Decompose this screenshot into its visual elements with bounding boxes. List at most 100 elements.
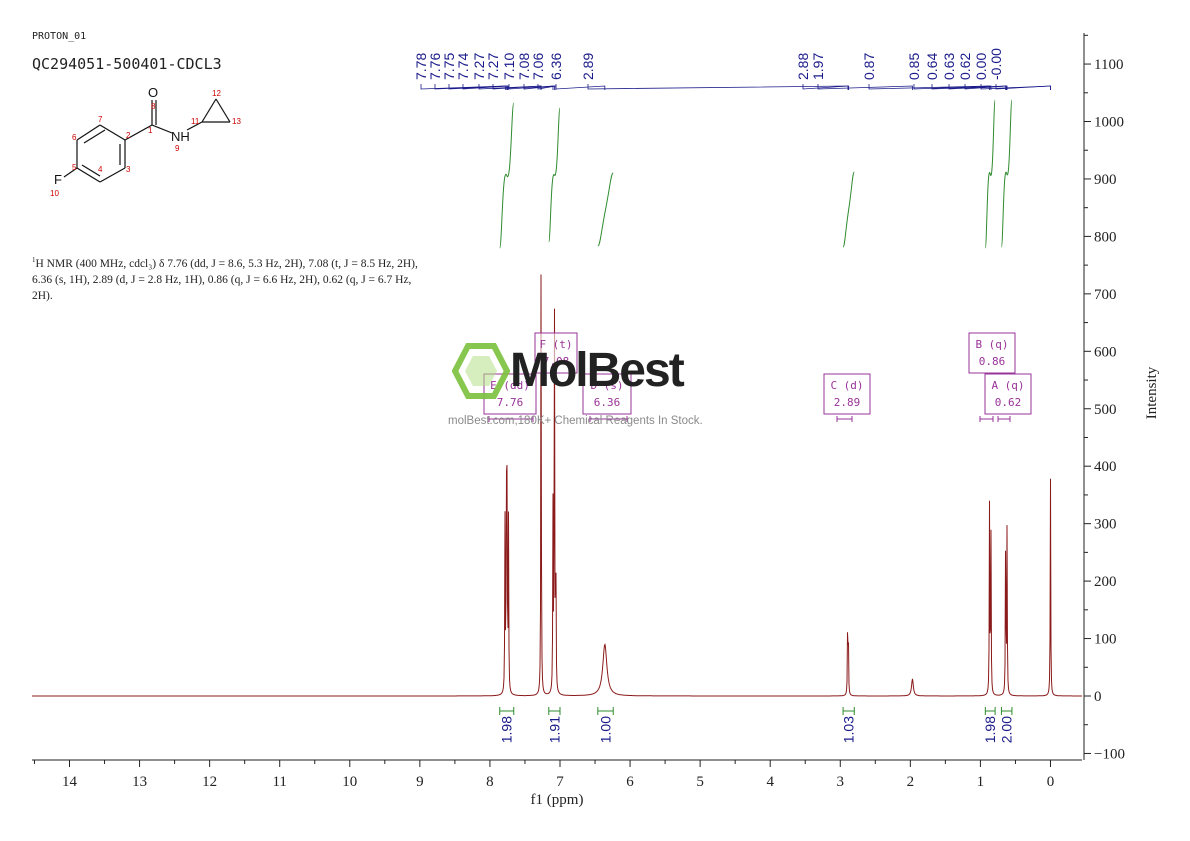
peak-label-leader (508, 84, 554, 90)
multiplet-label: F (t) (539, 338, 572, 351)
y-tick-label: 300 (1094, 517, 1117, 533)
integral-curve (842, 171, 855, 248)
peak-label: 2.88 (795, 53, 811, 80)
peak-label-leader (523, 84, 555, 90)
multiplet-shift: 2.89 (834, 396, 861, 409)
peak-label: 0.62 (957, 53, 973, 80)
multiplet-shift: 0.86 (979, 355, 1006, 368)
x-tick-label: 6 (626, 774, 634, 790)
integral-curve (984, 99, 996, 249)
peak-label-leader (587, 84, 849, 90)
multiplet-label: B (q) (975, 338, 1008, 351)
multiplet-box (968, 332, 1016, 374)
multiplet-shift: 7.76 (497, 396, 524, 409)
x-axis-title: f1 (ppm) (531, 792, 584, 808)
peak-label-leader (555, 84, 606, 90)
y-tick-label: 200 (1094, 574, 1117, 590)
y-tick-label: 900 (1094, 172, 1117, 188)
peak-label: 7.10 (501, 53, 517, 80)
atom-number-2: 2 (126, 131, 131, 140)
peak-label-leader (913, 84, 992, 90)
y-tick-label: 700 (1094, 287, 1117, 303)
atom-oxygen: O (148, 88, 158, 100)
x-tick-label: 4 (766, 774, 774, 790)
x-tick-label: 3 (837, 774, 845, 790)
multiplet-box (534, 332, 578, 374)
peak-label: 1.97 (810, 53, 826, 80)
integral-value: 1.91 (546, 716, 562, 743)
atom-number-1: 1 (148, 126, 153, 135)
y-tick-label: −100 (1094, 746, 1125, 762)
peak-label-leader (995, 84, 1051, 90)
x-tick-label: 14 (62, 774, 78, 790)
x-tick-label: 7 (556, 774, 564, 790)
peak-label: 2.89 (580, 53, 596, 80)
y-tick-label: 800 (1094, 229, 1117, 245)
atom-number-8: 8 (151, 102, 156, 111)
x-tick-label: 12 (202, 774, 217, 790)
y-tick-label: 0 (1094, 689, 1102, 705)
atom-number-13: 13 (232, 117, 241, 126)
multiplet-shift: 6.36 (594, 396, 621, 409)
peak-label: 7.27 (485, 53, 501, 80)
multiplet-label: C (d) (830, 379, 863, 392)
peak-label: 0.87 (861, 53, 877, 80)
atom-nh: NH (171, 129, 190, 144)
atom-number-3: 3 (126, 165, 131, 174)
y-tick-label: 400 (1094, 459, 1117, 475)
peak-label: 0.00 (973, 53, 989, 80)
multiplet-label: A (q) (991, 379, 1024, 392)
peak-label-leader (492, 84, 542, 90)
nucleus-superscript: 1 (32, 256, 36, 264)
atom-number-5: 5 (72, 163, 77, 172)
atom-number-7: 7 (98, 115, 103, 124)
x-tick-label: 8 (486, 774, 494, 790)
atom-number-10: 10 (50, 189, 59, 198)
integral-value: 1.98 (499, 716, 515, 743)
multiplet-shift: 7.08 (543, 355, 570, 368)
atom-fluorine: F (54, 172, 62, 187)
multiplet-shift: 0.62 (995, 396, 1022, 409)
peak-label: 7.78 (413, 53, 429, 80)
integral-value: 1.98 (982, 716, 998, 743)
multiplet-label: D (s) (590, 379, 623, 392)
multiplet-box (823, 373, 871, 415)
sample-id: QC294051-500401-CDCL3 (32, 55, 222, 73)
integral-curve (1000, 99, 1013, 248)
watermark-tagline: molBest.com,180K+ Chemical Reagents In S… (448, 415, 703, 427)
x-tick-label: 11 (272, 774, 286, 790)
x-tick-label: 5 (696, 774, 704, 790)
sample-name: PROTON_01 (32, 31, 87, 42)
peak-label: 6.36 (548, 53, 564, 80)
peak-label: 0.85 (906, 53, 922, 80)
peak-label: 7.27 (471, 53, 487, 80)
spectrum-line (32, 274, 1082, 697)
y-axis-title: Intensity (1144, 366, 1160, 419)
molbest-logo-icon (452, 343, 510, 399)
x-tick-label: 9 (416, 774, 424, 790)
integral-curve (597, 172, 614, 247)
integral-value: 1.00 (598, 716, 614, 743)
integral-value: 2.00 (999, 716, 1015, 743)
peak-label: 7.08 (516, 53, 532, 80)
atom-number-6: 6 (72, 133, 77, 142)
atom-number-9: 9 (175, 144, 180, 153)
y-tick-label: 600 (1094, 344, 1117, 360)
multiplet-box (582, 373, 632, 415)
peak-label: 7.74 (455, 53, 471, 80)
nmr-description-text: H NMR (400 MHz, cdcl₃) δ 7.76 (dd, J = 8… (32, 257, 418, 302)
integral-curve (499, 102, 515, 249)
peak-label: 7.76 (427, 53, 443, 80)
peak-label-leader (868, 84, 990, 90)
x-tick-label: 13 (132, 774, 147, 790)
atom-number-4: 4 (98, 165, 103, 174)
x-tick-label: 10 (342, 774, 357, 790)
atom-number-11: 11 (191, 117, 200, 126)
x-tick-label: 1 (977, 774, 985, 790)
nmr-description: 1H NMR (400 MHz, cdcl₃) δ 7.76 (dd, J = … (32, 252, 422, 304)
multiplet-box (984, 373, 1032, 415)
peak-label: 7.75 (441, 53, 457, 80)
peak-label: 0.63 (941, 53, 957, 80)
x-tick-label: 2 (907, 774, 915, 790)
